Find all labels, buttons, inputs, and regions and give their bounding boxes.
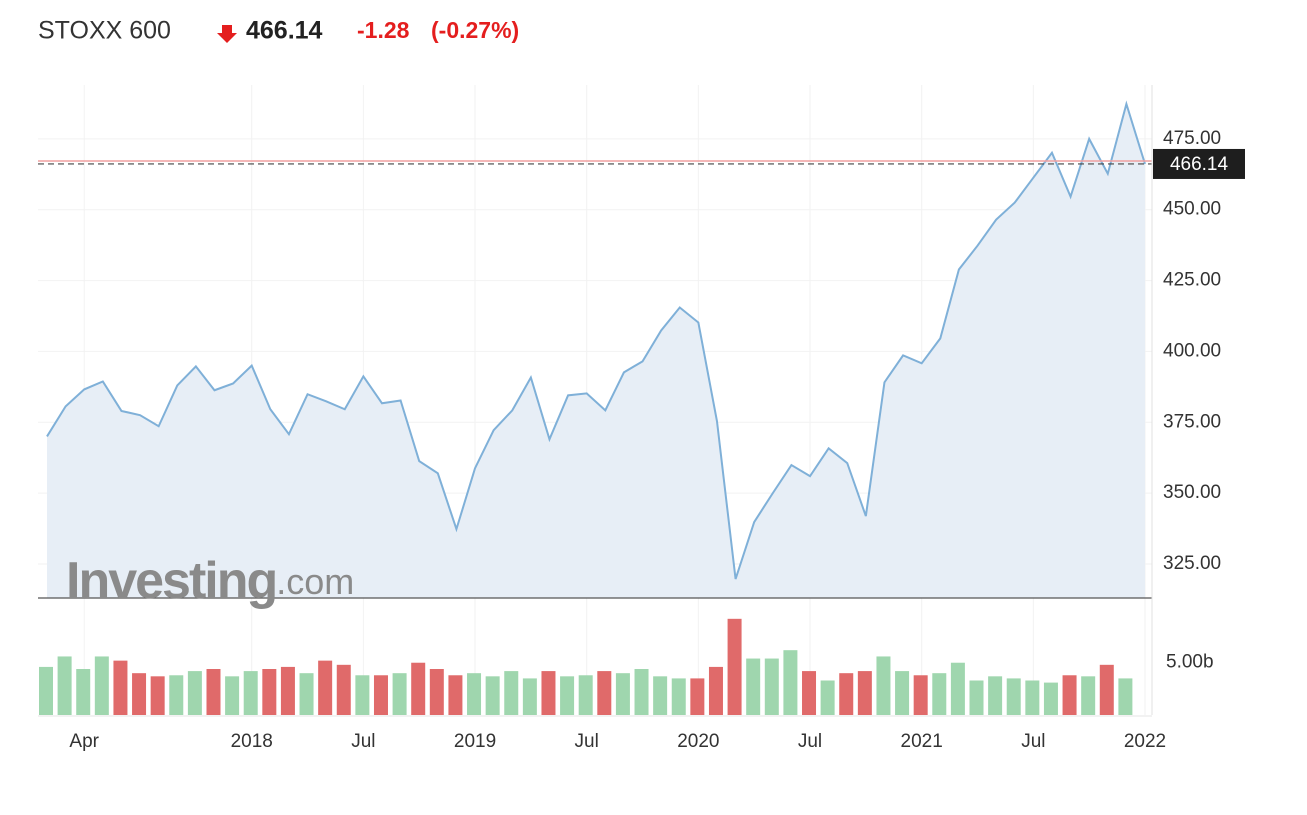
volume-bar: [448, 675, 463, 715]
last-price-label: 466.14: [1170, 154, 1229, 175]
volume-bar: [243, 671, 258, 715]
volume-bar: [1099, 664, 1114, 715]
volume-bar: [299, 673, 314, 715]
volume-bar: [467, 673, 482, 715]
volume-bar: [988, 676, 1003, 715]
x-tick-label: Jul: [798, 731, 822, 752]
volume-bar: [690, 678, 705, 715]
y-tick-label: 450.00: [1163, 199, 1221, 220]
volume-bar: [280, 666, 295, 715]
watermark-suffix: .com: [276, 561, 354, 602]
volume-bar: [727, 618, 742, 715]
price-area: [47, 103, 1145, 598]
volume-bar: [355, 675, 370, 715]
volume-bar: [820, 680, 835, 715]
volume-bar: [802, 671, 817, 715]
volume-bar: [39, 666, 53, 715]
volume-bar: [895, 671, 910, 715]
volume-bar: [932, 673, 947, 715]
price: 466.14: [246, 17, 323, 45]
volume-bar: [597, 671, 612, 715]
change: -1.28: [357, 17, 410, 43]
volume-tick-label: 5.00b: [1166, 652, 1214, 673]
volume-bar: [187, 671, 202, 715]
volume-bar: [950, 662, 965, 715]
change-percent: (-0.27%): [431, 17, 519, 43]
x-tick-label: 2022: [1124, 731, 1166, 752]
plot-area: Apr 2018 Jul 2019 Jul 2020 Jul 2021 Jul 2022 325.0…: [38, 85, 1245, 752]
volume-bar: [634, 669, 649, 715]
volume-bar: [708, 666, 723, 715]
volume-bar: [615, 673, 630, 715]
volume-bar: [1043, 682, 1058, 715]
volume-bar: [1081, 676, 1096, 715]
x-tick-label: 2018: [231, 731, 273, 752]
x-tick-label: Jul: [575, 731, 599, 752]
volume-bar: [653, 676, 668, 715]
y-tick-label: 475.00: [1163, 128, 1221, 149]
watermark-brand: Investing: [66, 552, 276, 610]
symbol: STOXX 600: [38, 17, 171, 45]
volume-bar: [522, 678, 537, 715]
x-tick-label: Jul: [351, 731, 375, 752]
volume-bar: [57, 656, 72, 715]
volume-bar: [206, 669, 221, 715]
volume-bar: [857, 671, 872, 715]
x-tick-label: 2019: [454, 731, 496, 752]
volume-bar: [578, 675, 593, 715]
y-tick-label: 375.00: [1163, 411, 1221, 432]
volume-bar: [504, 671, 519, 715]
volume-bar: [839, 673, 854, 715]
y-tick-label: 325.00: [1163, 553, 1221, 574]
volume-bar: [969, 680, 984, 715]
volume-bar: [150, 676, 165, 715]
price-line: [46, 100, 1146, 580]
volume-bar: [560, 676, 575, 715]
volume-bar: [485, 676, 500, 715]
y-tick-label: 400.00: [1163, 340, 1221, 361]
watermark: Investing.com: [66, 552, 354, 610]
volume-bar: [262, 669, 277, 715]
y-tick-label: 350.00: [1163, 482, 1221, 503]
volume-bar: [336, 664, 351, 715]
volume-bar: [429, 669, 444, 715]
volume-bar: [783, 650, 798, 715]
volume-bar: [76, 669, 91, 715]
volume-bar: [1118, 678, 1133, 715]
down-arrow: [217, 25, 237, 43]
volume-bar: [913, 675, 928, 715]
x-tick-label: Jul: [1021, 731, 1045, 752]
x-tick-label: Apr: [69, 731, 99, 752]
volume-bar: [94, 656, 109, 715]
volume-bar: [169, 675, 184, 715]
volume-bar: [1062, 675, 1077, 715]
y-tick-label: 425.00: [1163, 270, 1221, 291]
x-tick-label: 2021: [901, 731, 943, 752]
volume-bar: [318, 660, 333, 715]
volume-bar: [411, 662, 426, 715]
x-tick-label: 2020: [677, 731, 719, 752]
volume-bar: [132, 673, 147, 715]
volume-bar: [373, 675, 388, 715]
volume-bar: [113, 660, 128, 715]
volume-bar: [671, 678, 686, 715]
last-price-box: [1153, 148, 1245, 179]
volume-bar: [1025, 680, 1040, 715]
volume-bar: [764, 658, 779, 715]
volume-bar: [541, 671, 556, 715]
volume-bar: [392, 673, 407, 715]
volume-bar: [876, 656, 891, 715]
volume-bar: [225, 676, 240, 715]
volume-bar: [746, 658, 761, 715]
volume-bar: [1006, 678, 1021, 715]
